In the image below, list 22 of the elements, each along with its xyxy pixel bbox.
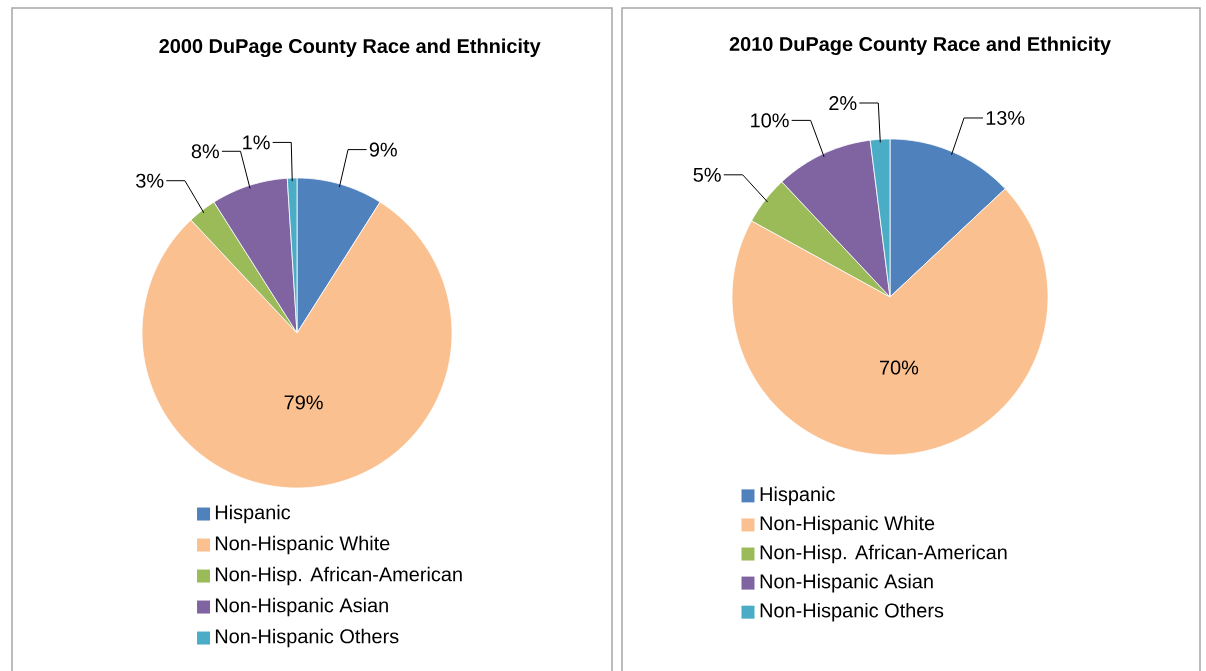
legend-label: Non-Hispanic Asian: [760, 573, 933, 593]
data-label: 3%: [136, 173, 164, 188]
data-label: 13%: [986, 110, 1025, 126]
legend-label: Non-Hispanic White: [215, 535, 390, 555]
legend-label: Hispanic: [215, 504, 291, 524]
data-label: 10%: [751, 113, 789, 128]
legend-label: Non-Hispanic Asian: [215, 597, 388, 617]
data-label: 1%: [243, 135, 270, 150]
legend-label: Non-Hispanic Others: [760, 602, 944, 622]
data-label: 2%: [829, 96, 857, 111]
data-label: 9%: [369, 142, 397, 157]
chart-title: 2010 DuPage County Race and Ethnicity: [729, 36, 1111, 56]
legend-label: Non-Hispanic Others: [215, 628, 399, 648]
legend-label: Non-Hisp. African-American: [215, 566, 462, 586]
chart-title: 2000 DuPage County Race and Ethnicity: [159, 38, 541, 58]
legend-label: Non-Hisp. African-American: [760, 544, 1007, 564]
legend-label: Non-Hispanic White: [760, 515, 935, 535]
data-label: 5%: [693, 167, 721, 182]
data-label: 70%: [880, 360, 919, 375]
data-label: 8%: [191, 144, 219, 159]
legend-label: Hispanic: [760, 486, 835, 506]
data-label: 79%: [284, 395, 323, 410]
